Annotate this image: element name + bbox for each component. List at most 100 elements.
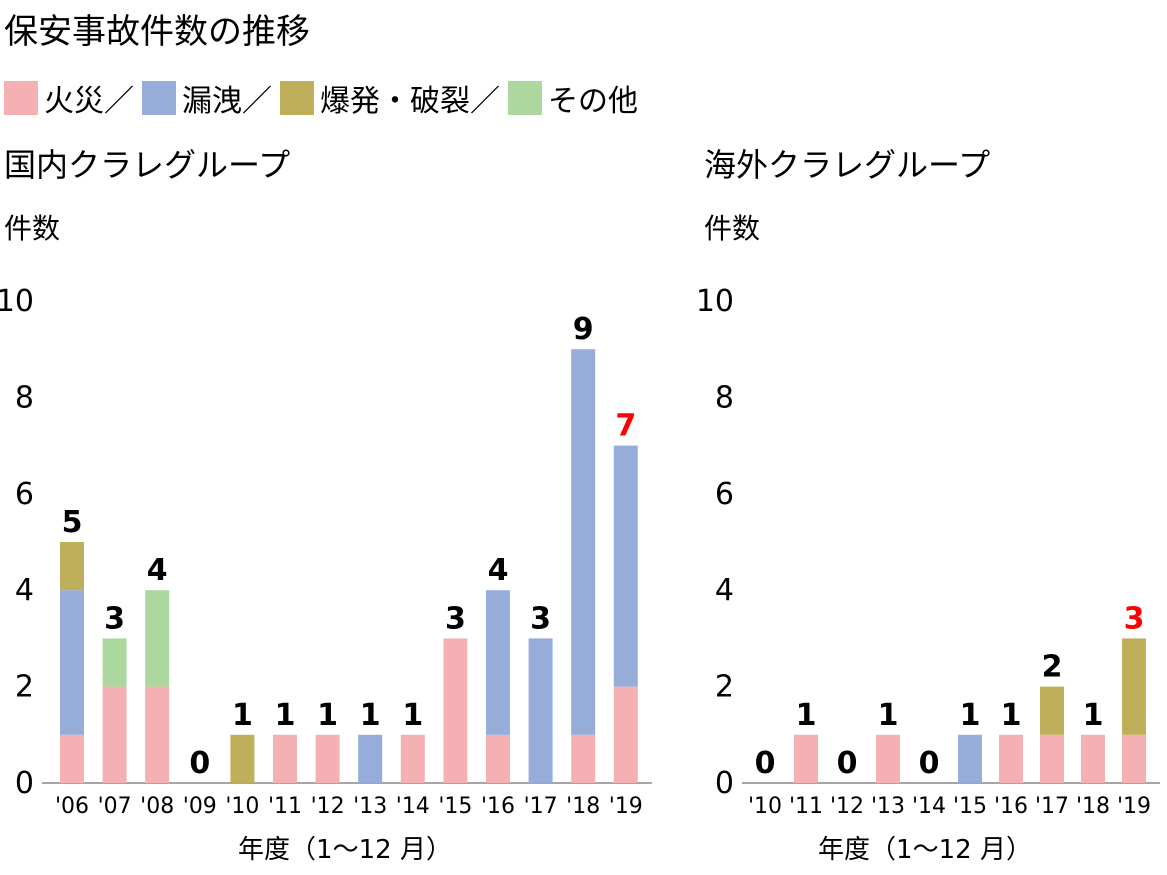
overseas-bar-segment-fire <box>1081 734 1105 783</box>
overseas-bar-segment-burst <box>1040 686 1064 735</box>
legend-label-other: その他 <box>548 84 638 119</box>
overseas-total-label: 3 <box>1124 601 1145 636</box>
domestic-bar-segment-leak <box>571 349 596 735</box>
overseas-bar-segment-leak <box>958 734 982 783</box>
domestic-total-label: 1 <box>232 698 253 733</box>
legend-item-burst: 爆発・破裂／ <box>280 76 500 120</box>
domestic-bar-segment-burst <box>230 734 255 783</box>
legend: 火災／ 漏洩／ 爆発・破裂／ その他 <box>4 76 646 120</box>
legend-swatch-fire <box>4 81 38 115</box>
overseas-total-label: 1 <box>878 698 899 733</box>
overseas-total-label: 1 <box>960 698 981 733</box>
domestic-total-label: 4 <box>488 553 509 588</box>
domestic-xtick-label: '08 <box>140 794 174 819</box>
domestic-total-label: 9 <box>573 312 594 347</box>
overseas-xtick-label: '14 <box>912 794 946 819</box>
domestic-xtick-label: '13 <box>353 794 387 819</box>
domestic-bar-segment-leak <box>613 445 638 687</box>
domestic-xtick-label: '18 <box>566 794 600 819</box>
domestic-xtick-label: '11 <box>268 794 302 819</box>
legend-swatch-burst <box>280 81 314 115</box>
domestic-total-label: 3 <box>445 601 466 636</box>
overseas-ytick-label: 10 <box>696 284 734 319</box>
overseas-xtick-label: '18 <box>1076 794 1110 819</box>
overseas-xtick-label: '16 <box>994 794 1028 819</box>
domestic-xtick-label: '14 <box>396 794 430 819</box>
overseas-total-label: 0 <box>755 746 776 781</box>
overseas-total-label: 1 <box>796 698 817 733</box>
domestic-bar-segment-leak <box>528 638 553 783</box>
domestic-bar-segment-fire <box>400 734 425 783</box>
domestic-xtick-label: '06 <box>55 794 89 819</box>
overseas-total-label: 0 <box>837 746 858 781</box>
domestic-bar-segment-leak <box>358 734 383 783</box>
domestic-ytick-label: 8 <box>15 380 34 415</box>
domestic-xtick-label: '17 <box>524 794 558 819</box>
legend-item-fire: 火災／ <box>4 76 134 120</box>
domestic-bar-segment-fire <box>315 734 340 783</box>
overseas-ytick-label: 4 <box>715 573 734 608</box>
overseas-bar-segment-fire <box>999 734 1023 783</box>
legend-label-fire: 火災／ <box>44 84 134 119</box>
overseas-xtick-label: '17 <box>1035 794 1069 819</box>
domestic-xtick-label: '19 <box>609 794 643 819</box>
domestic-xtick-label: '15 <box>438 794 472 819</box>
domestic-chart-title: 国内クラレグループ <box>4 146 290 184</box>
domestic-bar-segment-fire <box>613 686 638 783</box>
domestic-bar-segment-burst <box>60 542 84 591</box>
domestic-ytick-label: 6 <box>15 477 34 512</box>
domestic-x-axis-label: 年度（1～12 月） <box>238 835 452 865</box>
domestic-bar-segment-fire <box>273 734 297 783</box>
overseas-xtick-label: '12 <box>830 794 864 819</box>
overseas-bar-segment-fire <box>1122 734 1146 783</box>
overseas-y-axis-label: 件数 <box>704 212 760 245</box>
domestic-xtick-label: '12 <box>311 794 345 819</box>
overseas-xtick-label: '10 <box>748 794 782 819</box>
overseas-ytick-label: 8 <box>715 380 734 415</box>
overseas-xtick-label: '11 <box>789 794 823 819</box>
domestic-ytick-label: 10 <box>0 284 34 319</box>
overseas-total-label: 1 <box>1083 698 1104 733</box>
domestic-bar-segment-fire <box>60 734 84 783</box>
domestic-bar-segment-leak <box>60 590 84 735</box>
overseas-chart-title: 海外クラレグループ <box>704 146 990 184</box>
domestic-bar-segment-fire <box>571 734 596 783</box>
domestic-ytick-label: 4 <box>15 573 34 608</box>
domestic-total-label: 5 <box>62 505 83 540</box>
overseas-bar-segment-fire <box>794 734 818 783</box>
legend-item-leak: 漏洩／ <box>142 76 272 120</box>
legend-swatch-leak <box>142 81 176 115</box>
domestic-ytick-label: 0 <box>15 766 34 801</box>
overseas-xtick-label: '13 <box>871 794 905 819</box>
domestic-bar-segment-other <box>102 638 127 687</box>
domestic-total-label: 1 <box>317 698 338 733</box>
overseas-ytick-label: 0 <box>715 766 734 801</box>
domestic-bar-segment-fire <box>486 734 510 783</box>
domestic-bar-segment-leak <box>486 590 510 735</box>
domestic-y-axis-label: 件数 <box>4 212 60 245</box>
domestic-total-label: 7 <box>615 409 636 444</box>
overseas-bar-segment-fire <box>1040 734 1064 783</box>
page-title: 保安事故件数の推移 <box>4 12 310 52</box>
domestic-total-label: 3 <box>530 601 551 636</box>
overseas-ytick-label: 6 <box>715 477 734 512</box>
domestic-total-label: 1 <box>402 698 423 733</box>
domestic-xtick-label: '07 <box>98 794 132 819</box>
domestic-total-label: 1 <box>275 698 296 733</box>
domestic-xtick-label: '10 <box>225 794 259 819</box>
legend-item-other: その他 <box>508 76 638 120</box>
overseas-xtick-label: '19 <box>1117 794 1151 819</box>
domestic-ytick-label: 2 <box>15 670 34 705</box>
domestic-total-label: 1 <box>360 698 381 733</box>
domestic-bar-segment-fire <box>443 638 468 783</box>
domestic-total-label: 4 <box>147 553 168 588</box>
domestic-xtick-label: '09 <box>183 794 217 819</box>
legend-label-burst: 爆発・破裂／ <box>320 84 500 119</box>
overseas-total-label: 0 <box>919 746 940 781</box>
domestic-bar-segment-fire <box>102 686 127 783</box>
domestic-bar-segment-other <box>145 590 170 687</box>
legend-label-leak: 漏洩／ <box>182 84 272 119</box>
domestic-total-label: 0 <box>189 746 210 781</box>
overseas-ytick-label: 2 <box>715 670 734 705</box>
